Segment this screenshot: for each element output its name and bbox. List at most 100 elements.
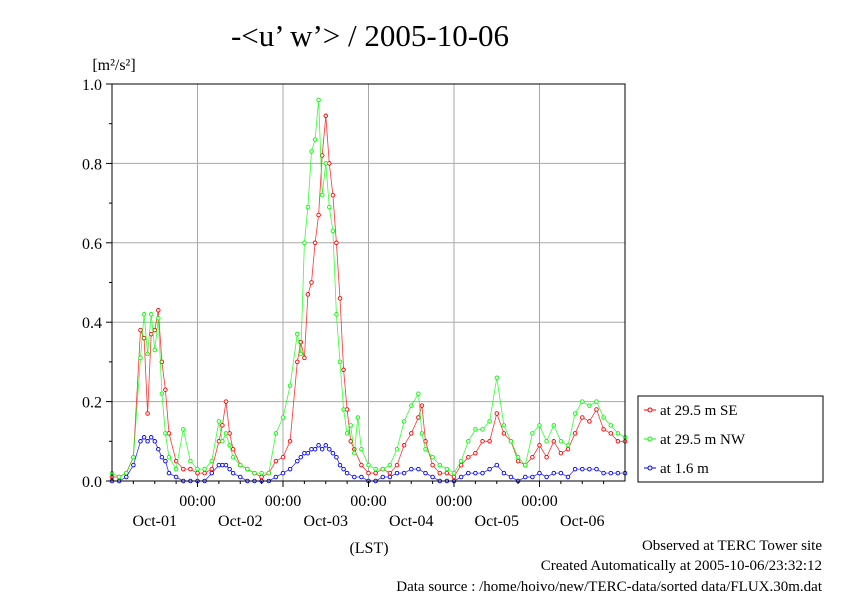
data-point bbox=[159, 391, 165, 396]
series-2 bbox=[109, 97, 628, 480]
data-point bbox=[352, 474, 357, 480]
data-point bbox=[565, 474, 571, 480]
data-point bbox=[145, 351, 150, 357]
data-point bbox=[309, 149, 314, 154]
data-point bbox=[473, 470, 478, 476]
data-point bbox=[238, 462, 243, 468]
data-point bbox=[387, 470, 393, 476]
data-point bbox=[419, 431, 425, 436]
data-point bbox=[209, 470, 215, 476]
data-point bbox=[416, 466, 421, 472]
data-point bbox=[601, 470, 606, 476]
data-point bbox=[480, 427, 485, 432]
data-point bbox=[298, 454, 304, 460]
data-point bbox=[280, 454, 286, 460]
data-point bbox=[466, 439, 471, 444]
data-point bbox=[373, 466, 378, 472]
legend-swatch-marker bbox=[647, 407, 653, 413]
data-point bbox=[195, 466, 200, 472]
data-point bbox=[145, 411, 150, 416]
data-point bbox=[202, 470, 207, 476]
data-point bbox=[305, 292, 311, 297]
data-point bbox=[380, 474, 386, 480]
data-point bbox=[319, 446, 325, 452]
data-point bbox=[238, 474, 243, 480]
data-point bbox=[319, 192, 325, 198]
data-point bbox=[316, 212, 321, 218]
data-point bbox=[416, 415, 421, 420]
data-point bbox=[316, 97, 321, 103]
data-point bbox=[202, 466, 207, 472]
data-point bbox=[273, 431, 279, 436]
legend: at 29.5 m SE at 29.5 m NW at 1.6 m bbox=[637, 395, 824, 483]
data-point bbox=[273, 474, 279, 480]
y-tick-label: 0.6 bbox=[82, 236, 102, 253]
data-point bbox=[537, 443, 542, 448]
x-tick-time-label: 00:00 bbox=[521, 493, 557, 510]
legend-items: at 29.5 m SE at 29.5 m NW at 1.6 m bbox=[644, 403, 746, 477]
data-point bbox=[227, 443, 232, 448]
data-point bbox=[458, 474, 464, 480]
data-point bbox=[337, 359, 343, 365]
data-point bbox=[334, 240, 339, 246]
data-point bbox=[305, 450, 311, 456]
data-point bbox=[430, 462, 435, 468]
data-point bbox=[366, 462, 371, 468]
data-point bbox=[298, 351, 304, 357]
data-point bbox=[572, 466, 578, 472]
data-point bbox=[173, 474, 179, 480]
data-point bbox=[163, 387, 168, 392]
data-point bbox=[444, 470, 450, 476]
data-point bbox=[138, 439, 143, 444]
data-point bbox=[230, 446, 236, 452]
data-point bbox=[152, 439, 158, 444]
data-point bbox=[394, 470, 400, 476]
data-point bbox=[409, 403, 414, 408]
data-point bbox=[401, 443, 407, 448]
data-point bbox=[551, 423, 557, 428]
data-point bbox=[558, 470, 564, 476]
grid bbox=[112, 84, 625, 481]
legend-swatch-marker bbox=[647, 465, 653, 471]
data-point bbox=[615, 439, 621, 444]
data-point bbox=[181, 466, 186, 472]
data-point bbox=[287, 466, 293, 472]
data-point bbox=[544, 439, 549, 444]
y-tick-label: 0.2 bbox=[82, 395, 102, 412]
data-point bbox=[580, 415, 585, 420]
data-point bbox=[305, 204, 311, 210]
data-point bbox=[494, 411, 500, 416]
x-tick-time-label: 00:00 bbox=[179, 493, 215, 510]
data-point bbox=[608, 423, 614, 428]
data-point bbox=[131, 454, 136, 460]
data-point bbox=[156, 315, 161, 321]
data-point bbox=[188, 466, 193, 472]
data-point bbox=[159, 454, 165, 460]
data-point bbox=[487, 466, 492, 472]
data-point bbox=[302, 240, 307, 246]
data-point bbox=[312, 240, 318, 246]
data-point bbox=[409, 466, 414, 472]
data-point bbox=[323, 113, 329, 119]
data-point bbox=[173, 466, 179, 472]
legend-swatch-marker bbox=[647, 436, 653, 442]
data-point bbox=[209, 458, 215, 464]
data-point bbox=[430, 454, 435, 460]
data-point bbox=[359, 462, 364, 468]
data-point bbox=[537, 423, 542, 428]
legend-entry: at 1.6 m bbox=[644, 461, 709, 477]
x-tick-date-label: Oct-01 bbox=[133, 513, 177, 530]
data-point bbox=[594, 407, 599, 412]
x-tick-date-label: Oct-03 bbox=[304, 513, 348, 530]
data-point bbox=[348, 423, 353, 428]
data-point bbox=[601, 427, 606, 432]
data-point bbox=[227, 431, 232, 436]
data-point bbox=[615, 431, 621, 436]
data-point bbox=[437, 470, 443, 476]
data-point bbox=[188, 458, 193, 464]
data-point bbox=[334, 312, 339, 317]
data-point bbox=[551, 439, 557, 444]
legend-entry: at 29.5 m SE bbox=[644, 403, 738, 419]
data-point bbox=[259, 474, 264, 480]
data-point bbox=[473, 450, 478, 456]
